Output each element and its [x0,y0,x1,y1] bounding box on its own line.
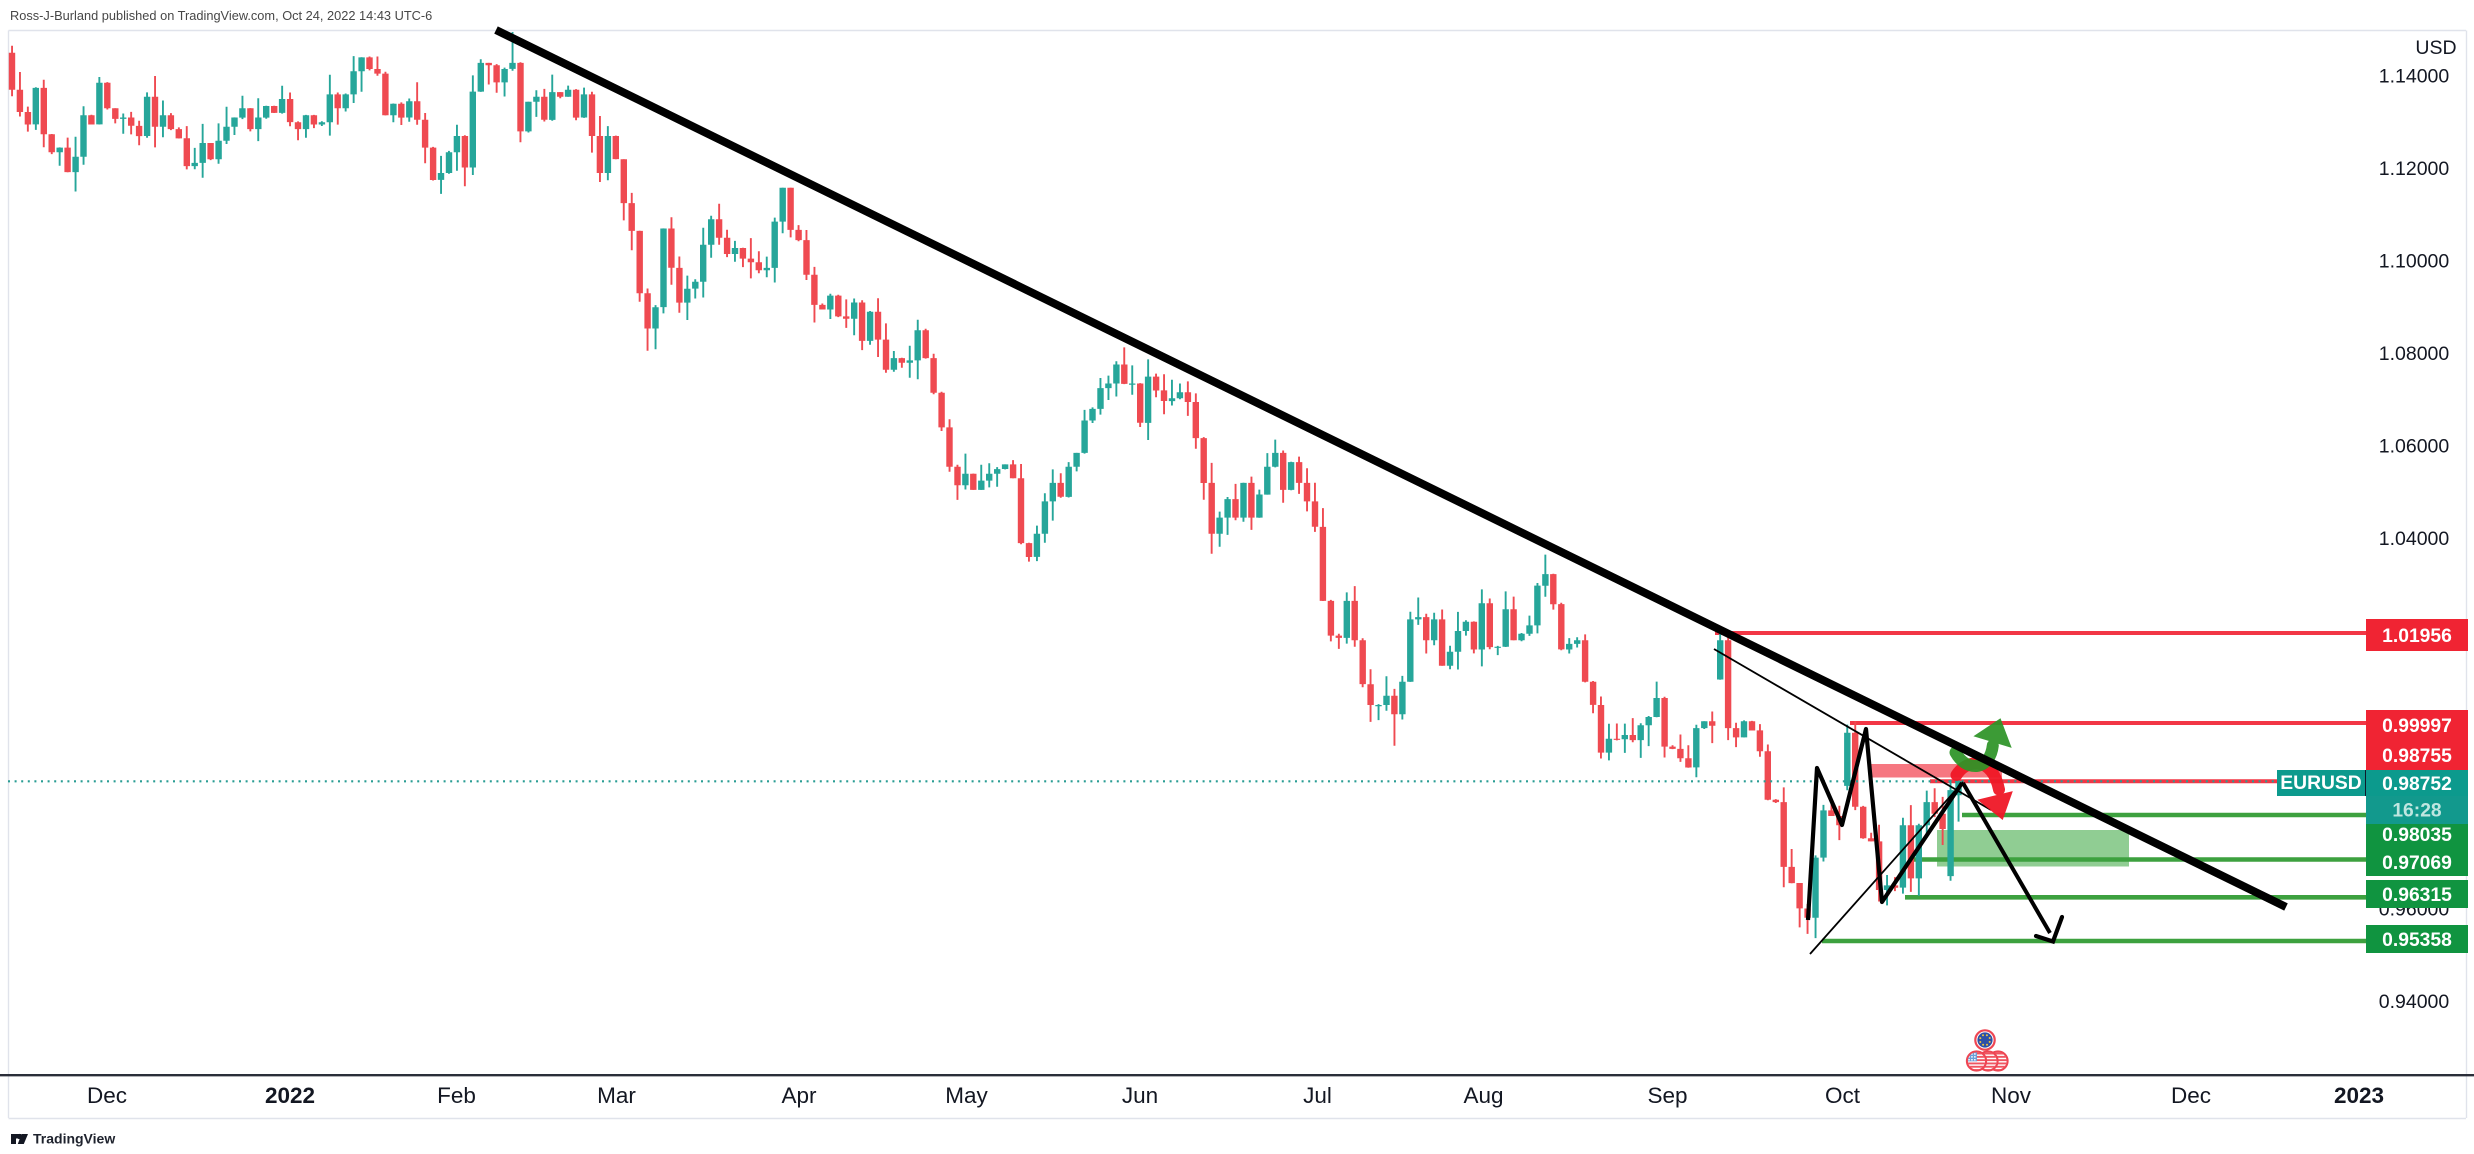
svg-text:Dec: Dec [2171,1083,2211,1108]
svg-text:Nov: Nov [1991,1083,2032,1108]
svg-text:Dec: Dec [87,1083,127,1108]
svg-text:Jun: Jun [1122,1083,1158,1108]
svg-text:1.01956: 1.01956 [2382,626,2452,647]
svg-text:0.97069: 0.97069 [2382,853,2452,874]
svg-text:Jul: Jul [1303,1083,1332,1108]
svg-text:Oct: Oct [1825,1083,1861,1108]
svg-text:1.08000: 1.08000 [2379,343,2450,365]
svg-text:TradingView: TradingView [33,1131,115,1147]
svg-text:May: May [945,1083,988,1108]
svg-text:USD: USD [2415,37,2456,59]
svg-text:1.04000: 1.04000 [2379,528,2450,550]
svg-text:0.98752: 0.98752 [2382,774,2452,795]
svg-text:Mar: Mar [597,1083,636,1108]
svg-text:0.98755: 0.98755 [2382,746,2452,767]
svg-text:0.99997: 0.99997 [2382,716,2452,737]
svg-text:0.94000: 0.94000 [2379,991,2450,1013]
svg-text:Ross-J-Burland published on Tr: Ross-J-Burland published on TradingView.… [10,8,432,23]
svg-text:1.06000: 1.06000 [2379,436,2450,458]
svg-text:16:28: 16:28 [2392,801,2442,822]
svg-text:2023: 2023 [2334,1083,2384,1108]
svg-text:Feb: Feb [437,1083,476,1108]
svg-text:Aug: Aug [1463,1083,1503,1108]
svg-text:1.14000: 1.14000 [2379,66,2450,88]
svg-text:Apr: Apr [781,1083,817,1108]
svg-text:0.98035: 0.98035 [2382,825,2452,846]
svg-text:0.95358: 0.95358 [2382,930,2452,951]
svg-text:EURUSD: EURUSD [2280,773,2361,794]
svg-text:2022: 2022 [265,1083,315,1108]
svg-text:1.12000: 1.12000 [2379,158,2450,180]
svg-text:0.96315: 0.96315 [2382,885,2452,906]
svg-text:Sep: Sep [1647,1083,1687,1108]
svg-text:1.10000: 1.10000 [2379,251,2450,273]
